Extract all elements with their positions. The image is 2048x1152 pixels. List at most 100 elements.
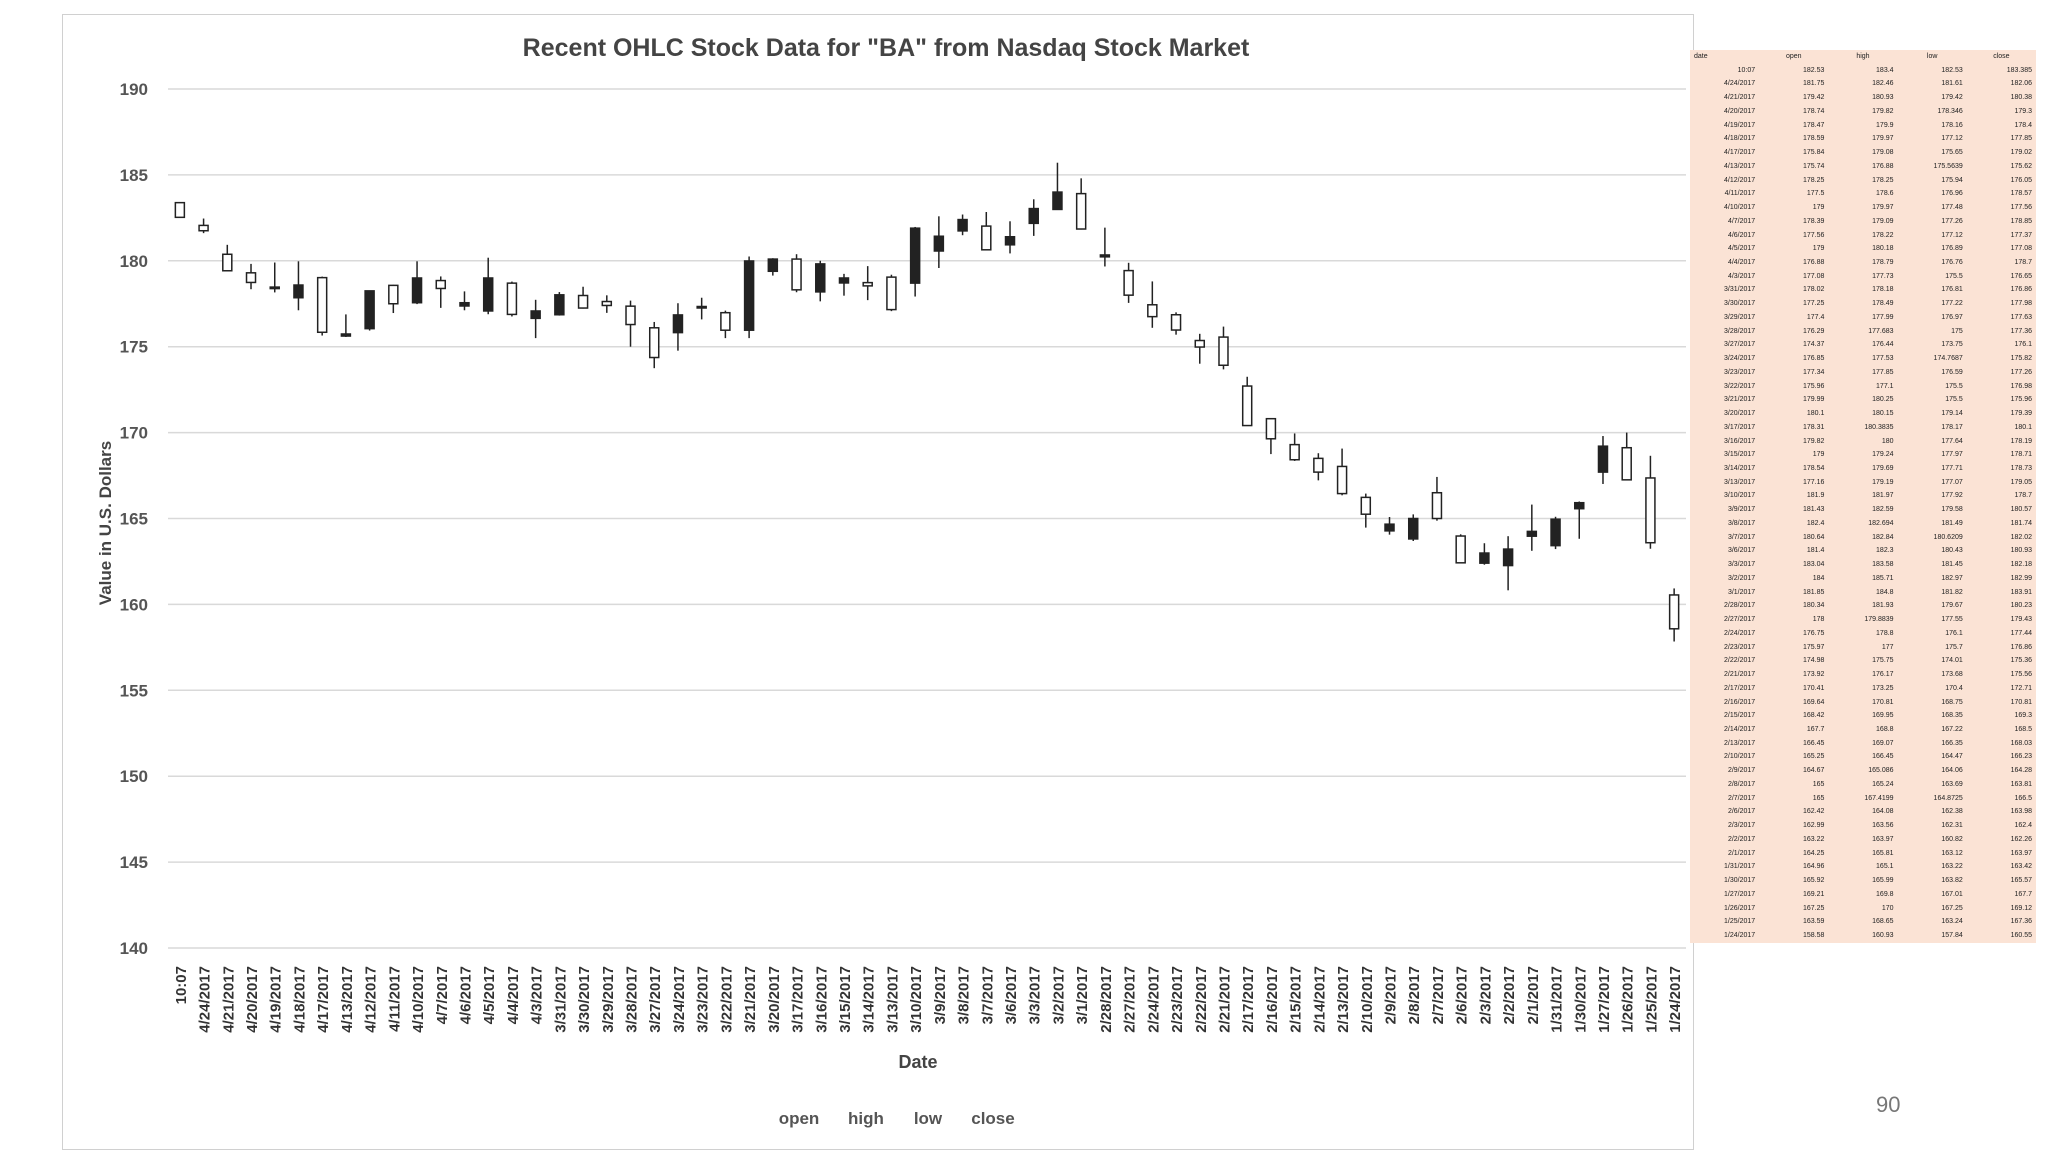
table-cell-close: 177.44 <box>2010 629 2032 637</box>
table-row: 2/6/2017 162.42 164.08 162.38 163.98 <box>1690 805 2036 819</box>
candle-body <box>1147 304 1158 318</box>
table-cell-low: 175.65 <box>1941 149 1963 157</box>
candle-body <box>1170 313 1182 331</box>
table-cell-close: 170.81 <box>2010 698 2032 706</box>
table-cell-date: 2/13/2017 <box>1724 739 1756 747</box>
table-cell-high: 182.694 <box>1868 519 1894 527</box>
table-cell-date: 3/29/2017 <box>1724 313 1756 321</box>
x-tick-label: 3/29/2017 <box>600 966 617 1033</box>
table-cell-low: 176.76 <box>1941 259 1963 266</box>
candle-body <box>293 284 304 299</box>
candle <box>364 290 375 331</box>
x-tick-label: 4/6/2017 <box>457 966 474 1024</box>
table-cell-high: 160.93 <box>1872 932 1894 940</box>
candle-body <box>767 258 779 273</box>
table-cell-open: 178.31 <box>1802 423 1825 431</box>
table-row: 1/27/2017 169.21 169.8 167.01 167.7 <box>1690 888 2036 902</box>
candle-body <box>316 276 328 334</box>
table-cell-low: 176.97 <box>1941 313 1963 321</box>
table-cell-date: 3/15/2017 <box>1724 451 1756 459</box>
candle-body <box>198 224 209 232</box>
candle-body <box>720 311 731 331</box>
table-cell-high: 179.24 <box>1872 451 1894 459</box>
table-cell-high: 176.44 <box>1872 341 1894 349</box>
table-cell-open: 180.64 <box>1802 533 1825 541</box>
table-cell-low: 181.49 <box>1941 519 1963 527</box>
candle-body <box>1455 535 1466 564</box>
table-cell-close: 180.93 <box>2010 547 2032 555</box>
table-row: 3/13/2017 177.16 179.19 177.07 179.05 <box>1690 476 2036 490</box>
table-cell-high: 179.08 <box>1872 149 1894 157</box>
table-cell-low: 182.53 <box>1941 66 1963 74</box>
x-tick-label: 3/31/2017 <box>552 966 569 1033</box>
candle <box>838 273 850 296</box>
table-cell-high: 182.46 <box>1872 80 1894 88</box>
table-cell-date: 2/27/2017 <box>1724 616 1756 624</box>
table-cell-date: 2/14/2017 <box>1724 725 1756 733</box>
legend-entry: low <box>914 1109 943 1128</box>
table-cell-low: 167.22 <box>1941 725 1963 733</box>
table-cell-close: 183.91 <box>2010 588 2032 596</box>
x-tick-label: 4/17/2017 <box>315 966 332 1033</box>
legend-entry: open <box>779 1109 820 1128</box>
table-cell-high: 178.22 <box>1872 231 1894 239</box>
x-axis-label: Date <box>898 1052 937 1072</box>
candle <box>1028 199 1039 236</box>
table-cell-date: 2/24/2017 <box>1724 629 1756 637</box>
y-tick-label: 190 <box>120 80 148 99</box>
x-tick-label: 2/28/2017 <box>1098 966 1115 1033</box>
table-row: 2/13/2017 166.45 169.07 166.35 168.03 <box>1690 737 2036 751</box>
x-tick-label: 2/27/2017 <box>1122 966 1139 1033</box>
table-cell-close: 177.85 <box>2010 135 2032 143</box>
x-tick-label: 1/26/2017 <box>1620 966 1637 1033</box>
table-cell-date: 4/10/2017 <box>1724 204 1756 212</box>
candle-body <box>1479 552 1490 564</box>
table-row: 10:07 182.53 183.4 182.53 183.385 <box>1690 64 2036 78</box>
table-header-row: date open high low close <box>1690 50 2036 64</box>
candle <box>1645 455 1656 549</box>
x-tick-label: 2/23/2017 <box>1169 966 1186 1033</box>
table-row: 3/15/2017 179 179.24 177.97 178.71 <box>1690 448 2036 462</box>
candle <box>957 214 968 236</box>
table-cell-date: 1/31/2017 <box>1724 863 1756 871</box>
table-cell-low: 177.26 <box>1941 217 1963 225</box>
table-cell-close: 180.23 <box>2010 602 2032 610</box>
x-tick-label: 4/5/2017 <box>481 966 498 1024</box>
table-cell-open: 169.64 <box>1802 698 1825 706</box>
x-tick-label: 3/7/2017 <box>979 966 996 1024</box>
table-cell-high: 167.4199 <box>1864 794 1894 802</box>
table-cell-open: 170.41 <box>1802 684 1825 692</box>
table-cell-high: 165.81 <box>1872 849 1894 857</box>
table-cell-close: 177.37 <box>2010 231 2032 239</box>
candle-body <box>411 277 423 304</box>
table-cell-date: 2/7/2017 <box>1727 794 1756 802</box>
chart-title: Recent OHLC Stock Data for "BA" from Nas… <box>523 34 1250 62</box>
candle-body <box>435 279 447 290</box>
table-cell-high: 182.59 <box>1872 506 1894 514</box>
table-cell-low: 179.67 <box>1941 602 1963 610</box>
candle-body <box>1360 496 1372 515</box>
table-row: 4/10/2017 179 179.97 177.48 177.56 <box>1690 201 2036 215</box>
candle-body <box>862 281 873 287</box>
table-row: 2/2/2017 163.22 163.97 160.82 162.26 <box>1690 833 2036 847</box>
table-cell-close: 182.99 <box>2010 574 2032 582</box>
candle <box>1194 333 1206 364</box>
table-cell-high: 180.25 <box>1872 396 1894 404</box>
table-cell-date: 3/7/2017 <box>1727 533 1756 541</box>
table-cell-open: 177.08 <box>1802 272 1825 280</box>
candle <box>791 254 802 293</box>
table-cell-date: 3/21/2017 <box>1724 396 1756 404</box>
table-cell-high: 179.09 <box>1872 217 1894 225</box>
table-cell-open: 179 <box>1812 204 1825 212</box>
table-cell-date: 3/1/2017 <box>1727 588 1756 596</box>
table-cell-date: 4/11/2017 <box>1724 190 1756 198</box>
table-cell-low: 163.82 <box>1941 877 1963 885</box>
table-cell-low: 175.5 <box>1945 396 1963 404</box>
table-cell-low: 175.5639 <box>1933 162 1963 170</box>
table-cell-high: 183.58 <box>1872 561 1894 569</box>
candle-body <box>696 305 707 309</box>
table-row: 3/29/2017 177.4 177.99 176.97 177.63 <box>1690 311 2036 325</box>
table-row: 2/27/2017 178 179.8839 177.55 179.43 <box>1690 613 2036 627</box>
page-number: 90 <box>1876 1092 1901 1117</box>
